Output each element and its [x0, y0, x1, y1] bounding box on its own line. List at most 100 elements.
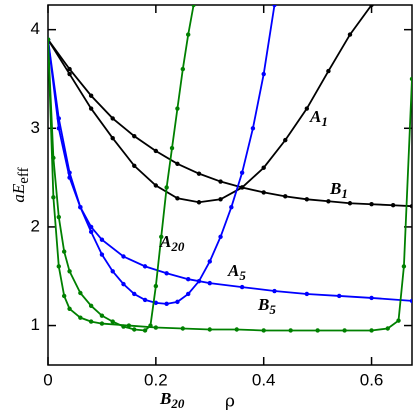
- point: [369, 202, 374, 207]
- point: [132, 163, 137, 168]
- point: [186, 276, 191, 282]
- point: [261, 165, 266, 170]
- point: [239, 170, 245, 175]
- point: [67, 175, 72, 180]
- point: [121, 281, 126, 287]
- point: [164, 271, 169, 276]
- point: [153, 325, 159, 330]
- x-tick-label: 0.2: [144, 370, 168, 389]
- point: [88, 303, 94, 309]
- point: [409, 204, 412, 209]
- point: [48, 37, 51, 42]
- y-axis-label: aEeff: [9, 167, 33, 202]
- point: [110, 319, 115, 324]
- y-label-main: aE: [9, 183, 28, 203]
- x-axis-label: ρ: [225, 392, 235, 412]
- point: [261, 190, 266, 195]
- point: [250, 126, 256, 131]
- point: [409, 76, 412, 82]
- point: [347, 32, 353, 37]
- series-name: B: [329, 179, 341, 198]
- series-label: A5: [227, 261, 246, 283]
- point: [175, 161, 180, 166]
- series-line: [48, 38, 412, 208]
- point: [99, 313, 105, 318]
- series-name: A: [227, 261, 239, 280]
- point: [169, 145, 175, 151]
- point: [56, 214, 61, 220]
- point: [390, 203, 396, 208]
- point: [239, 185, 245, 190]
- series-subscript: 20: [170, 239, 185, 254]
- point: [191, 5, 196, 8]
- point: [67, 66, 72, 72]
- point: [153, 148, 159, 154]
- point: [218, 234, 223, 239]
- point: [110, 269, 115, 274]
- point: [304, 106, 310, 111]
- point: [99, 321, 105, 326]
- series-name: B: [257, 295, 269, 314]
- point: [56, 126, 61, 131]
- point: [142, 264, 148, 269]
- point: [67, 306, 72, 311]
- x-tick-label: 0: [43, 370, 52, 389]
- point: [337, 293, 342, 299]
- point: [229, 204, 234, 210]
- point: [153, 300, 159, 306]
- y-tick-label: 4: [31, 19, 40, 38]
- series-name: A: [309, 107, 321, 126]
- point: [88, 229, 94, 235]
- point: [88, 319, 94, 324]
- plot-area: [48, 5, 412, 333]
- point: [261, 328, 266, 333]
- point: [175, 106, 180, 111]
- point: [153, 283, 159, 289]
- point: [272, 5, 277, 8]
- point: [78, 315, 83, 320]
- series-label: A1: [309, 107, 328, 129]
- series-line: [48, 5, 276, 305]
- point: [401, 264, 407, 269]
- point: [180, 326, 186, 331]
- series-name: A: [159, 232, 171, 251]
- point: [218, 179, 223, 184]
- x-tick-label: 0.4: [252, 370, 276, 389]
- point: [196, 171, 202, 176]
- series-name: B: [159, 389, 171, 408]
- series-subscript: 20: [170, 396, 185, 411]
- point: [142, 297, 148, 303]
- point: [88, 93, 94, 98]
- series-subscript: 1: [321, 114, 328, 129]
- point: [132, 291, 137, 297]
- point: [164, 301, 169, 307]
- y-label-sub: eff: [16, 167, 32, 183]
- y-tick-label: 3: [31, 118, 40, 137]
- point: [51, 195, 56, 200]
- series-subscript: 5: [239, 268, 246, 283]
- point: [272, 288, 277, 294]
- point: [261, 71, 266, 77]
- point: [126, 323, 132, 328]
- point: [153, 183, 159, 188]
- y-tick-label: 1: [31, 315, 40, 334]
- point: [121, 254, 126, 259]
- point: [88, 106, 94, 111]
- plot-frame: [47, 4, 413, 366]
- point: [61, 249, 67, 254]
- point: [385, 326, 390, 331]
- point: [56, 264, 61, 269]
- point: [196, 200, 202, 205]
- point: [99, 237, 105, 242]
- series-label: B5: [257, 295, 276, 317]
- point: [218, 197, 223, 202]
- series-label: A20: [159, 232, 185, 254]
- point: [288, 328, 293, 333]
- point: [159, 234, 164, 239]
- point: [186, 291, 191, 297]
- point: [326, 199, 331, 204]
- series-label: B1: [329, 179, 348, 201]
- point: [396, 318, 401, 323]
- point: [142, 328, 148, 333]
